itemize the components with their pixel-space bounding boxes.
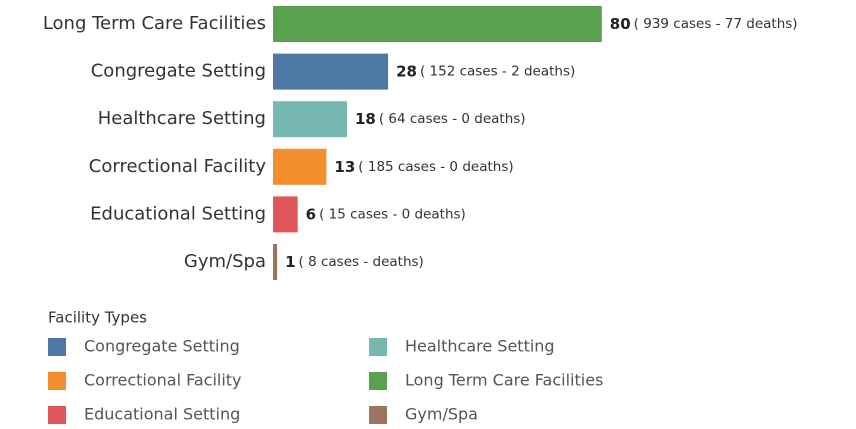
bar-label: 6( 15 cases - 0 deaths) — [306, 205, 466, 223]
bar — [273, 6, 602, 42]
category-label: Correctional Facility — [89, 156, 267, 177]
legend-label: Long Term Care Facilities — [405, 371, 603, 390]
category-label: Gym/Spa — [184, 251, 266, 272]
legend-swatch — [369, 338, 387, 356]
legend-title: Facility Types — [48, 309, 147, 327]
legend-swatch — [369, 372, 387, 390]
legend-label: Gym/Spa — [405, 405, 478, 424]
detail-label: ( 939 cases - 77 deaths) — [634, 16, 798, 32]
category-label: Educational Setting — [90, 203, 266, 224]
bar-label: 1( 8 cases - deaths) — [285, 253, 424, 271]
detail-label: ( 64 cases - 0 deaths) — [379, 111, 526, 127]
legend-label: Congregate Setting — [84, 337, 240, 356]
bar-label: 28( 152 cases - 2 deaths) — [396, 62, 575, 80]
legend-swatch — [48, 338, 66, 356]
bar — [273, 53, 389, 90]
category-label: Healthcare Setting — [98, 108, 266, 129]
detail-label: ( 185 cases - 0 deaths) — [358, 159, 513, 175]
detail-label: ( 8 cases - deaths) — [299, 254, 424, 270]
value-label: 6 — [306, 205, 316, 223]
value-label: 80 — [610, 15, 631, 33]
legend-label: Educational Setting — [84, 405, 240, 424]
legend-label: Healthcare Setting — [405, 337, 555, 356]
bar — [273, 196, 298, 233]
category-label: Long Term Care Facilities — [43, 13, 266, 34]
bar-label: 80( 939 cases - 77 deaths) — [610, 15, 798, 33]
value-label: 13 — [334, 157, 355, 175]
legend-swatch — [48, 406, 66, 424]
legend-label: Correctional Facility — [84, 371, 242, 390]
value-label: 28 — [396, 62, 417, 80]
category-label: Congregate Setting — [91, 61, 266, 82]
bar — [273, 148, 327, 185]
value-label: 18 — [355, 110, 376, 128]
bar — [273, 244, 278, 280]
legend-swatch — [48, 372, 66, 390]
detail-label: ( 15 cases - 0 deaths) — [319, 206, 466, 222]
value-label: 1 — [285, 253, 295, 271]
bar-label: 18( 64 cases - 0 deaths) — [355, 110, 526, 128]
bar-label: 13( 185 cases - 0 deaths) — [334, 157, 513, 175]
legend-swatch — [369, 406, 387, 424]
bar — [273, 101, 347, 138]
detail-label: ( 152 cases - 2 deaths) — [420, 64, 575, 80]
